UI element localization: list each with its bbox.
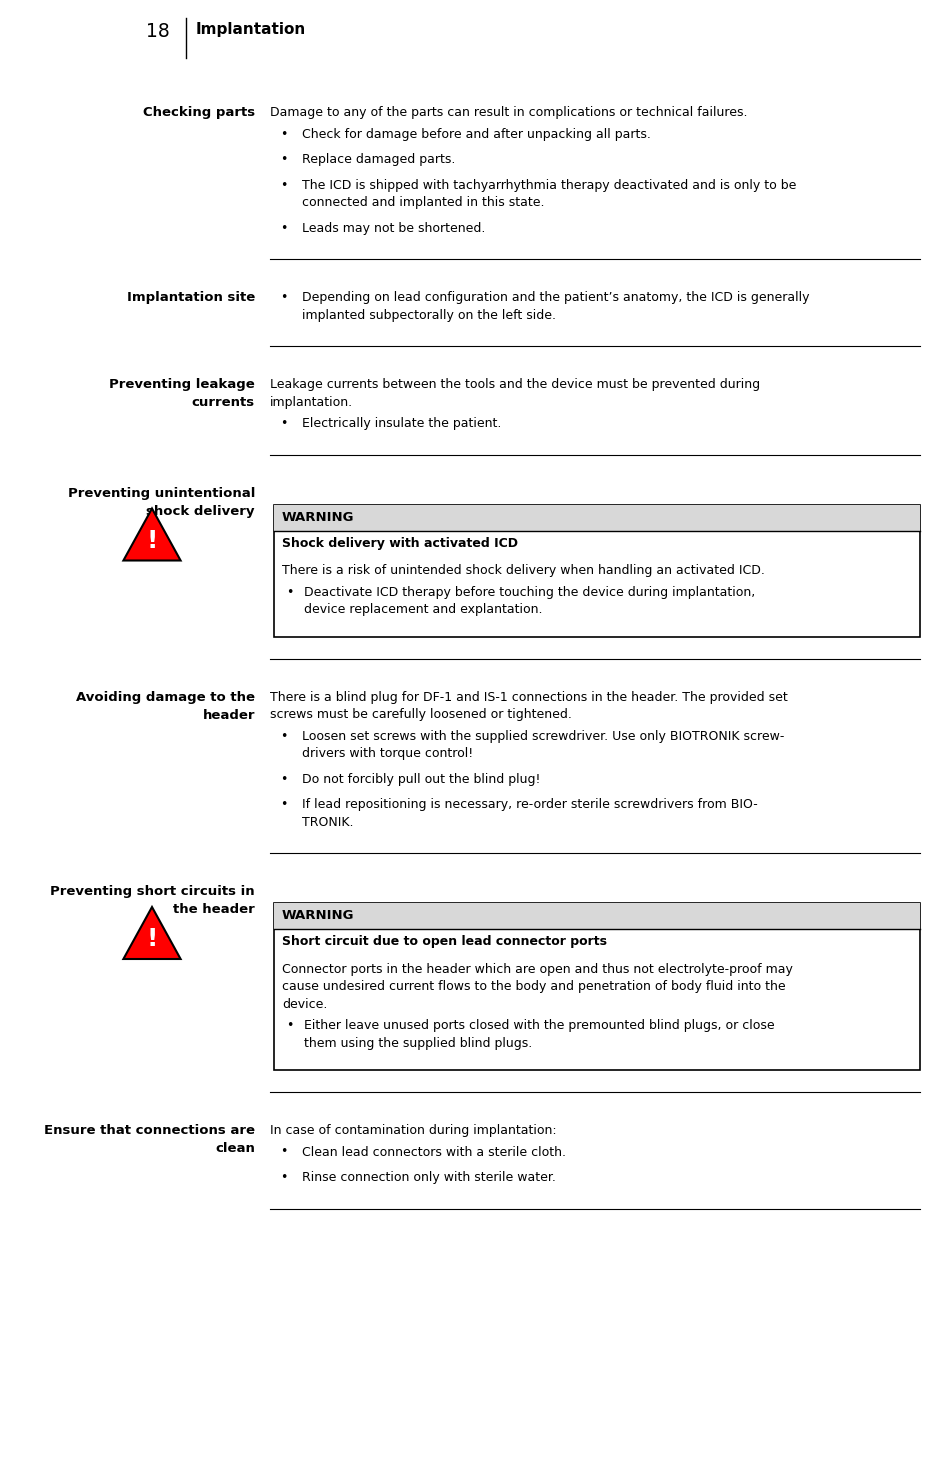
- Text: header: header: [203, 709, 255, 722]
- Text: •: •: [280, 729, 287, 742]
- Text: In case of contamination during implantation:: In case of contamination during implanta…: [270, 1124, 557, 1137]
- Text: Avoiding damage to the: Avoiding damage to the: [76, 691, 255, 704]
- Text: Damage to any of the parts can result in complications or technical failures.: Damage to any of the parts can result in…: [270, 106, 748, 120]
- Text: WARNING: WARNING: [282, 908, 355, 921]
- Text: •: •: [280, 222, 287, 235]
- Polygon shape: [124, 509, 180, 560]
- Text: •: •: [280, 1171, 287, 1184]
- Text: connected and implanted in this state.: connected and implanted in this state.: [302, 195, 545, 208]
- Bar: [274, 504, 920, 637]
- Text: Implantation site: Implantation site: [126, 292, 255, 305]
- Text: Preventing leakage: Preventing leakage: [110, 378, 255, 391]
- Text: •: •: [280, 127, 287, 140]
- Polygon shape: [124, 907, 180, 959]
- Text: 18: 18: [146, 22, 170, 41]
- Text: Deactivate ICD therapy before touching the device during implantation,: Deactivate ICD therapy before touching t…: [304, 586, 755, 598]
- Text: Replace damaged parts.: Replace damaged parts.: [302, 153, 455, 166]
- Text: Clean lead connectors with a sterile cloth.: Clean lead connectors with a sterile clo…: [302, 1146, 566, 1159]
- Text: Rinse connection only with sterile water.: Rinse connection only with sterile water…: [302, 1171, 556, 1184]
- Text: !: !: [146, 927, 158, 951]
- Text: Ensure that connections are: Ensure that connections are: [44, 1124, 255, 1137]
- Text: •: •: [280, 798, 287, 811]
- Text: •: •: [280, 292, 287, 305]
- Text: cause undesired current flows to the body and penetration of body fluid into the: cause undesired current flows to the bod…: [282, 980, 785, 993]
- Text: Connector ports in the header which are open and thus not electrolyte-proof may: Connector ports in the header which are …: [282, 962, 793, 975]
- Text: device replacement and explantation.: device replacement and explantation.: [304, 604, 543, 615]
- Bar: [274, 504, 920, 531]
- Text: There is a risk of unintended shock delivery when handling an activated ICD.: There is a risk of unintended shock deli…: [282, 564, 765, 577]
- Text: drivers with torque control!: drivers with torque control!: [302, 746, 473, 760]
- Text: Depending on lead configuration and the patient’s anatomy, the ICD is generally: Depending on lead configuration and the …: [302, 292, 810, 305]
- Text: •: •: [280, 153, 287, 166]
- Bar: [274, 903, 920, 1070]
- Text: Shock delivery with activated ICD: Shock delivery with activated ICD: [282, 537, 518, 550]
- Text: screws must be carefully loosened or tightened.: screws must be carefully loosened or tig…: [270, 709, 572, 722]
- Text: •: •: [280, 1146, 287, 1159]
- Text: •: •: [280, 178, 287, 191]
- Text: Electrically insulate the patient.: Electrically insulate the patient.: [302, 417, 501, 430]
- Text: The ICD is shipped with tachyarrhythmia therapy deactivated and is only to be: The ICD is shipped with tachyarrhythmia …: [302, 178, 797, 191]
- Text: •: •: [280, 773, 287, 786]
- Text: •: •: [286, 1019, 294, 1032]
- Text: implanted subpectorally on the left side.: implanted subpectorally on the left side…: [302, 309, 556, 322]
- Text: If lead repositioning is necessary, re-order sterile screwdrivers from BIO-: If lead repositioning is necessary, re-o…: [302, 798, 758, 811]
- Text: •: •: [286, 586, 294, 598]
- Text: Either leave unused ports closed with the premounted blind plugs, or close: Either leave unused ports closed with th…: [304, 1019, 775, 1032]
- Text: TRONIK.: TRONIK.: [302, 815, 353, 828]
- Text: Do not forcibly pull out the blind plug!: Do not forcibly pull out the blind plug!: [302, 773, 541, 786]
- Text: Leakage currents between the tools and the device must be prevented during: Leakage currents between the tools and t…: [270, 378, 760, 391]
- Text: implantation.: implantation.: [270, 395, 353, 408]
- Text: clean: clean: [215, 1142, 255, 1155]
- Text: WARNING: WARNING: [282, 510, 355, 523]
- Text: Loosen set screws with the supplied screwdriver. Use only BIOTRONIK screw-: Loosen set screws with the supplied scre…: [302, 729, 784, 742]
- Text: Checking parts: Checking parts: [143, 106, 255, 120]
- Text: Leads may not be shortened.: Leads may not be shortened.: [302, 222, 485, 235]
- Text: •: •: [280, 417, 287, 430]
- Text: !: !: [146, 529, 158, 553]
- Text: Short circuit due to open lead connector ports: Short circuit due to open lead connector…: [282, 935, 607, 948]
- Text: currents: currents: [192, 397, 255, 410]
- Text: Preventing short circuits in: Preventing short circuits in: [50, 885, 255, 898]
- Text: shock delivery: shock delivery: [146, 504, 255, 518]
- Bar: [274, 903, 920, 929]
- Text: Preventing unintentional: Preventing unintentional: [68, 487, 255, 500]
- Text: Check for damage before and after unpacking all parts.: Check for damage before and after unpack…: [302, 127, 650, 140]
- Text: There is a blind plug for DF-1 and IS-1 connections in the header. The provided : There is a blind plug for DF-1 and IS-1 …: [270, 691, 787, 704]
- Text: the header: the header: [174, 903, 255, 916]
- Text: Implantation: Implantation: [196, 22, 306, 36]
- Text: them using the supplied blind plugs.: them using the supplied blind plugs.: [304, 1037, 532, 1050]
- Text: device.: device.: [282, 997, 328, 1010]
